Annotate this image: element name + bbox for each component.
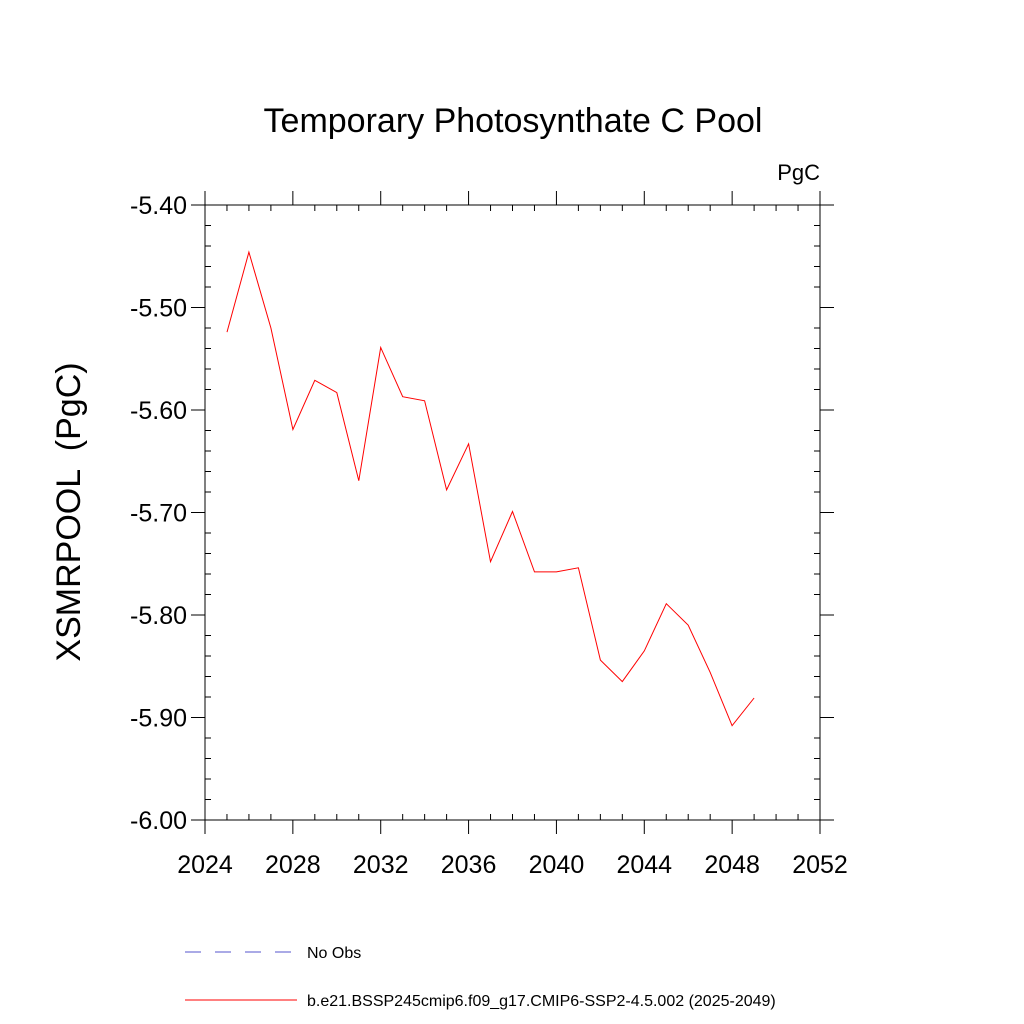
- x-tick-label: 2028: [265, 851, 321, 879]
- y-tick-label: -5.80: [130, 602, 187, 630]
- plot-axes: 2024 2028 2032 2036 2040 2044 2048 2052 -6.00 -5.…: [130, 191, 848, 879]
- x-tick-label: 2052: [792, 851, 848, 879]
- series-line: [226, 250, 755, 727]
- x-tick-label: 2040: [529, 851, 585, 879]
- x-tick-label: 2024: [177, 851, 233, 879]
- y-tick-label: -5.70: [130, 500, 187, 528]
- y-tick-label: -5.50: [130, 295, 187, 323]
- legend: No Obs b.e21.BSSP245cmip6.f09_g17.CMIP6-S…: [185, 945, 776, 1010]
- y-tick-label: -5.90: [130, 705, 187, 733]
- y-tick-label: -6.00: [130, 807, 187, 835]
- plot-area: [226, 250, 755, 727]
- chart-title: Temporary Photosynthate C Pool: [264, 102, 763, 140]
- x-tick-label: 2044: [616, 851, 672, 879]
- units-label: PgC: [777, 160, 820, 185]
- x-tick-label: 2048: [704, 851, 760, 879]
- legend-label: b.e21.BSSP245cmip6.f09_g17.CMIP6-SSP2-4.…: [307, 993, 776, 1010]
- y-tick-label: -5.40: [130, 192, 187, 220]
- x-tick-label: 2032: [353, 851, 409, 879]
- x-tick-label: 2036: [441, 851, 497, 879]
- legend-label: No Obs: [307, 945, 361, 962]
- y-tick-label: -5.60: [130, 397, 187, 425]
- y-axis-label: XSMRPOOL (PgC): [50, 362, 88, 661]
